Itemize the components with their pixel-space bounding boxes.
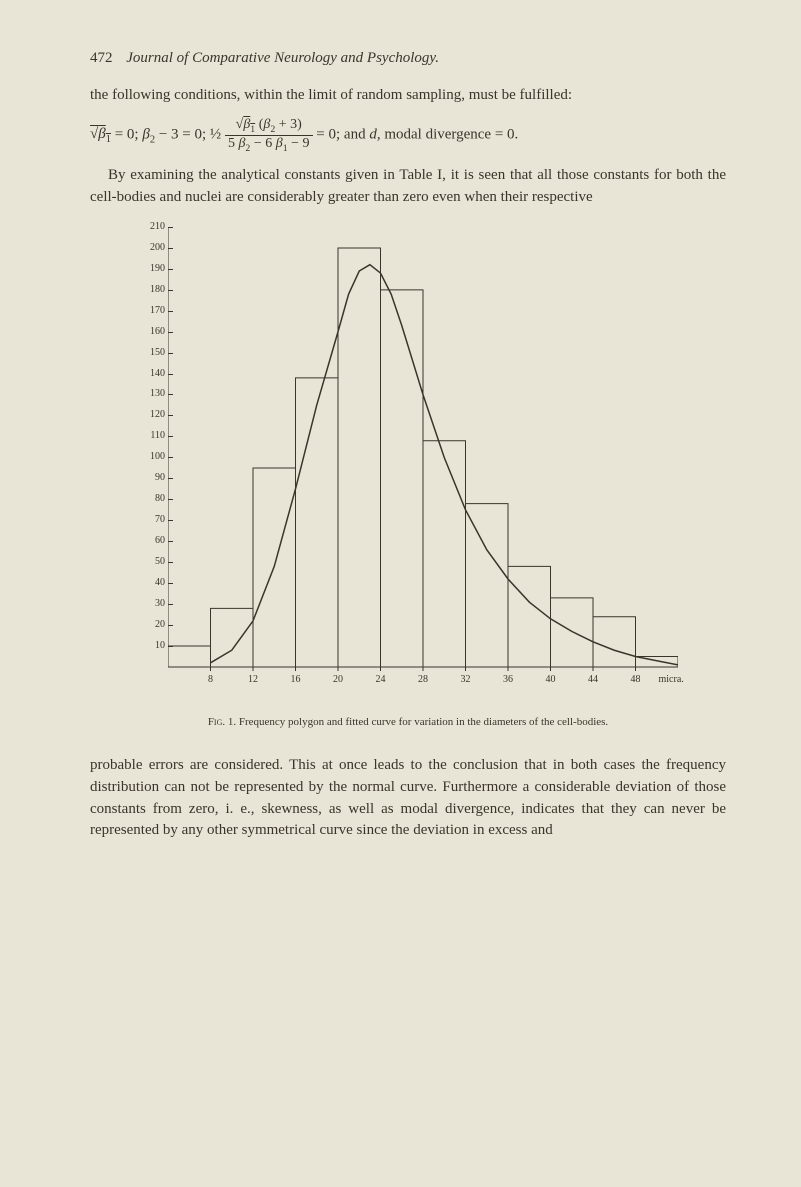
- y-tick-label: 110: [135, 431, 165, 441]
- x-tick-label: 40: [536, 674, 566, 685]
- x-axis: 812162024283236404448micra.: [168, 674, 678, 689]
- y-tick-label: 100: [135, 452, 165, 462]
- x-tick-label: 8: [196, 674, 226, 685]
- x-tick-label: 44: [578, 674, 608, 685]
- y-tick-label: 160: [135, 327, 165, 337]
- y-tick-label: 30: [135, 599, 165, 609]
- x-tick-label: 36: [493, 674, 523, 685]
- y-tick-label: 190: [135, 264, 165, 274]
- x-tick-label: 32: [451, 674, 481, 685]
- page-number: 472: [90, 50, 113, 66]
- paragraph-2: By examining the analytical constants gi…: [90, 165, 726, 209]
- x-tick-label: 48: [621, 674, 651, 685]
- y-tick-label: 10: [135, 641, 165, 651]
- figure-label: Fig. 1.: [208, 716, 236, 728]
- page-header: 472 Journal of Comparative Neurology and…: [90, 50, 726, 67]
- frequency-chart: 2102001901801701601501401301201101009080…: [138, 227, 678, 707]
- y-tick-label: 150: [135, 348, 165, 358]
- y-axis: 2102001901801701601501401301201101009080…: [138, 227, 168, 667]
- y-tick-label: 70: [135, 515, 165, 525]
- paragraph-1: the following conditions, within the lim…: [90, 85, 726, 107]
- x-tick-label: 16: [281, 674, 311, 685]
- x-tick-label: 24: [366, 674, 396, 685]
- y-tick-label: 200: [135, 243, 165, 253]
- formula-tail: = 0; and d, modal divergence = 0.: [316, 126, 518, 142]
- y-tick-label: 170: [135, 306, 165, 316]
- y-tick-label: 140: [135, 369, 165, 379]
- y-tick-label: 40: [135, 578, 165, 588]
- y-tick-label: 90: [135, 473, 165, 483]
- journal-title: Journal of Comparative Neurology and Psy…: [126, 50, 439, 66]
- paragraph-3: probable errors are considered. This at …: [90, 755, 726, 842]
- y-tick-label: 130: [135, 389, 165, 399]
- y-tick-label: 20: [135, 620, 165, 630]
- chart-plot: [168, 227, 678, 672]
- x-axis-unit: micra.: [659, 674, 684, 685]
- x-tick-label: 20: [323, 674, 353, 685]
- figure-caption-text: Frequency polygon and fitted curve for v…: [239, 716, 608, 728]
- x-tick-label: 28: [408, 674, 438, 685]
- x-tick-label: 12: [238, 674, 268, 685]
- figure-caption: Fig. 1. Frequency polygon and fitted cur…: [90, 715, 726, 730]
- frac-numerator: √β1 (β2 + 3): [225, 117, 313, 136]
- y-tick-label: 60: [135, 536, 165, 546]
- y-tick-label: 180: [135, 285, 165, 295]
- formula-line: √β1 = 0; β2 − 3 = 0; ½ √β1 (β2 + 3) 5 β2…: [90, 117, 726, 154]
- fraction: √β1 (β2 + 3) 5 β2 − 6 β1 − 9: [225, 117, 313, 154]
- frac-denominator: 5 β2 − 6 β1 − 9: [225, 136, 313, 154]
- y-tick-label: 80: [135, 494, 165, 504]
- y-tick-label: 50: [135, 557, 165, 567]
- y-tick-label: 210: [135, 222, 165, 232]
- y-tick-label: 120: [135, 410, 165, 420]
